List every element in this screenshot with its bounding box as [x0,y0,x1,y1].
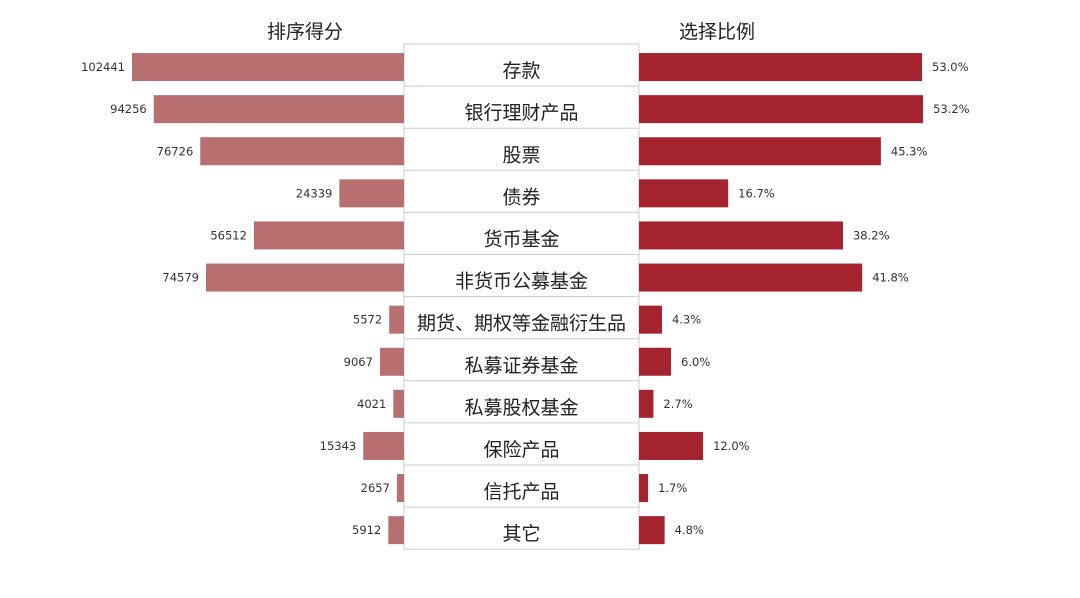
left-value-label: 4021 [357,397,386,411]
category-label: 信托产品 [483,481,559,503]
left-value-label: 15343 [320,439,357,453]
category-label: 其它 [502,523,540,545]
right-bar [639,221,843,250]
right-bar [639,53,922,82]
right-value-label: 53.2% [933,102,970,116]
right-value-label: 6.0% [681,355,710,369]
category-label: 银行理财产品 [464,102,578,124]
right-bar [639,474,649,503]
right-value-label: 41.8% [872,271,909,285]
left-bar [379,347,404,376]
left-value-label: 5572 [353,313,382,327]
right-bar [639,516,665,545]
left-value-label: 76726 [157,144,194,158]
category-label: 保险产品 [483,439,559,461]
left-bar [388,516,404,545]
left-bar [389,305,404,334]
left-value-label: 9067 [344,355,373,369]
right-bar [639,347,672,376]
left-value-label: 56512 [210,228,247,242]
left-value-label: 24339 [296,186,333,200]
left-value-label: 2657 [361,481,390,495]
left-bar [393,389,404,418]
right-bar [639,95,924,124]
right-bar [639,305,662,334]
left-bar [253,221,404,250]
right-value-label: 45.3% [891,144,928,158]
left-bar [205,263,404,292]
right-value-label: 4.8% [675,523,704,537]
left-value-label: 74579 [162,271,199,285]
left-bar [200,137,404,166]
right-bar [639,389,654,418]
right-value-label: 53.0% [932,60,969,74]
category-label: 股票 [502,144,540,166]
left-value-label: 5912 [352,523,381,537]
right-value-label: 38.2% [853,228,890,242]
right-bar [639,263,863,292]
left-bar [132,53,404,82]
right-header: 选择比例 [679,21,755,43]
left-bar [153,95,404,124]
left-value-label: 94256 [110,102,147,116]
right-value-label: 16.7% [738,186,775,200]
category-label: 货币基金 [483,228,559,250]
category-label: 私募股权基金 [464,397,578,419]
left-value-label: 102441 [81,60,125,74]
chart-marks: 102441 53.0% 存款 94256 53.2% 银行理财产品 76726 45.3% 股… [81,43,970,550]
left-header: 排序得分 [267,21,343,43]
category-label: 私募证券基金 [464,355,578,377]
right-value-label: 2.7% [663,397,692,411]
left-bar [363,431,404,460]
right-bar [639,431,704,460]
right-bar [639,137,881,166]
category-label: 非货币公募基金 [455,271,588,293]
category-label: 债券 [502,186,540,208]
category-label: 存款 [502,60,540,82]
left-bar [339,179,404,208]
right-value-label: 4.3% [672,313,701,327]
right-value-label: 12.0% [713,439,750,453]
right-bar [639,179,729,208]
right-value-label: 1.7% [658,481,687,495]
category-label: 期货、期权等金融衍生品 [417,313,626,335]
left-bar [396,474,404,503]
